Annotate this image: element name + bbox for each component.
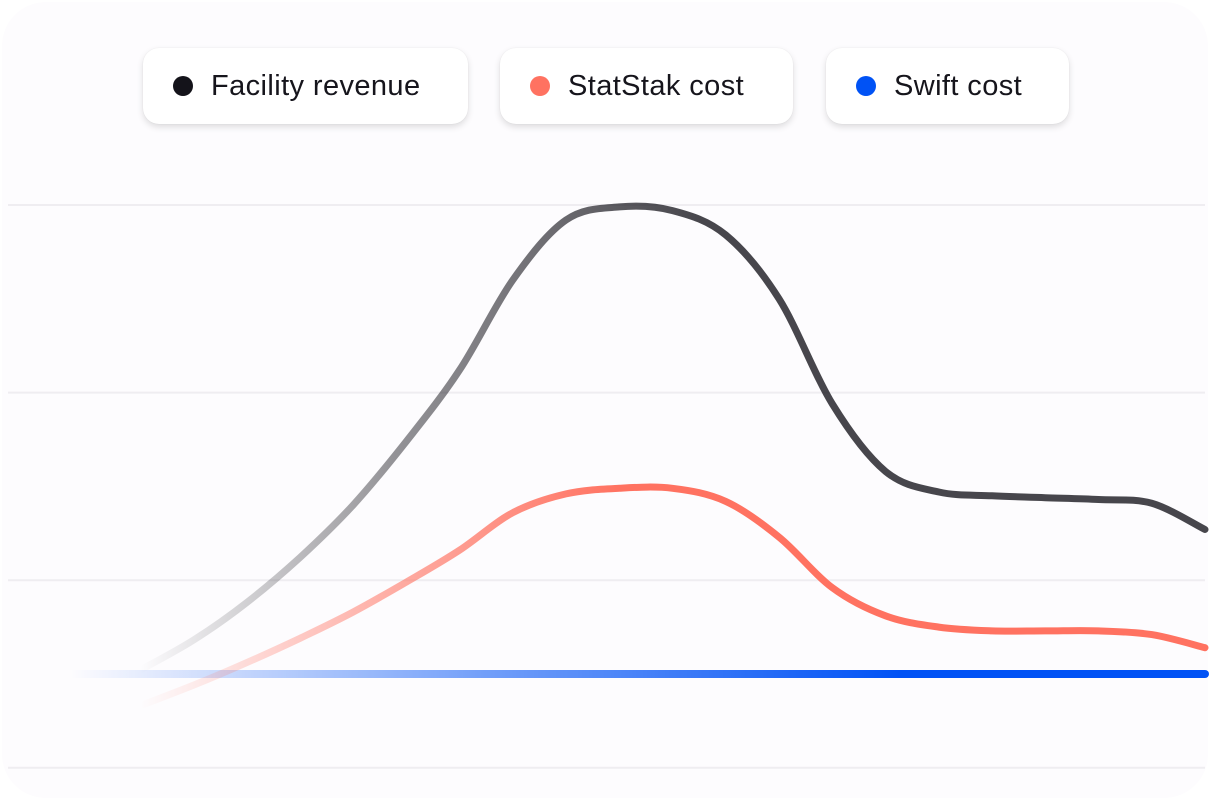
series-line-facility-revenue xyxy=(136,202,1209,674)
legend-item-swift-cost[interactable]: Swift cost xyxy=(826,48,1069,124)
legend-label-facility-revenue: Facility revenue xyxy=(211,69,421,102)
legend-marker-facility-revenue xyxy=(173,76,193,96)
legend-label-statstak-cost: StatStak cost xyxy=(568,69,745,102)
legend-item-statstak-cost[interactable]: StatStak cost xyxy=(500,48,793,124)
chart-legend: Facility revenue StatStak cost Swift cos… xyxy=(0,48,1210,128)
series-line-statstak-cost xyxy=(136,483,1209,710)
legend-marker-swift-cost xyxy=(856,76,876,96)
legend-item-facility-revenue[interactable]: Facility revenue xyxy=(143,48,468,124)
legend-label-swift-cost: Swift cost xyxy=(894,69,1023,102)
legend-marker-statstak-cost xyxy=(530,76,550,96)
